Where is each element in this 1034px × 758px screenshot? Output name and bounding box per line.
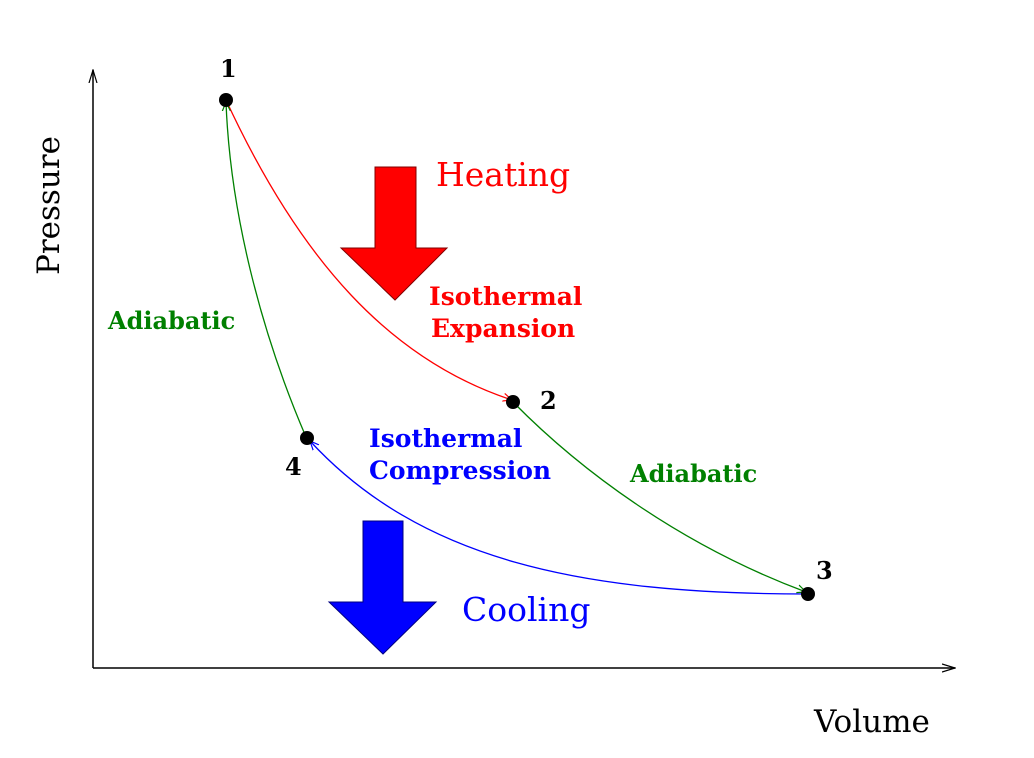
isothermal-compression-label-line1: Isothermal: [369, 424, 522, 453]
heating-arrow-icon: [339, 166, 449, 301]
state-label-3: 3: [816, 556, 833, 585]
state-label-4: 4: [285, 452, 302, 481]
isothermal-compression-curve: [310, 441, 809, 595]
heating-label: Heating: [436, 155, 570, 194]
isothermal-expansion-curve: [225, 99, 512, 400]
cooling-label: Cooling: [462, 590, 590, 629]
isothermal-expansion-label-line1: Isothermal: [429, 282, 582, 311]
adiabatic-compression-curve: [226, 102, 307, 438]
adiabatic-right-label: Adiabatic: [629, 459, 757, 488]
isothermal-expansion-label-line2: Expansion: [431, 314, 575, 343]
state-label-1: 1: [220, 54, 237, 83]
state-point-2: [506, 395, 520, 409]
state-point-4: [300, 431, 314, 445]
adiabatic-expansion-curve: [512, 401, 806, 592]
state-point-3: [801, 587, 815, 601]
isothermal-compression-label-line2: Compression: [369, 456, 551, 485]
x-axis-label: Volume: [813, 704, 930, 740]
state-point-1: [219, 93, 233, 107]
y-axis-label: Pressure: [31, 136, 67, 275]
cooling-arrow-icon: [327, 520, 438, 655]
state-label-2: 2: [540, 386, 557, 415]
adiabatic-left-label: Adiabatic: [107, 306, 235, 335]
